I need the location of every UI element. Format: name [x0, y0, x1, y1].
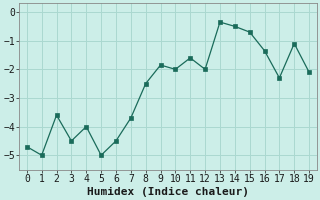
- X-axis label: Humidex (Indice chaleur): Humidex (Indice chaleur): [87, 186, 249, 197]
